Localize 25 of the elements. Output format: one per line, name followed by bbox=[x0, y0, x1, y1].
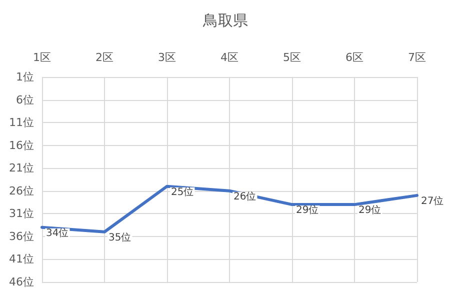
y-tick-label: 41位 bbox=[9, 252, 34, 266]
x-tick-label: 6区 bbox=[346, 51, 364, 64]
x-tick-label: 7区 bbox=[408, 51, 426, 64]
y-tick-label: 46位 bbox=[9, 276, 34, 288]
y-tick-label: 26位 bbox=[9, 184, 34, 198]
x-tick-label: 3区 bbox=[158, 51, 176, 64]
data-label: 29位 bbox=[296, 204, 319, 216]
x-tick-label: 4区 bbox=[220, 51, 238, 64]
x-tick-label: 5区 bbox=[283, 51, 301, 64]
y-tick-label: 11位 bbox=[9, 116, 34, 130]
data-label: 34位 bbox=[46, 226, 69, 239]
x-tick-label: 2区 bbox=[96, 51, 114, 64]
y-tick-label: 1位 bbox=[16, 70, 34, 84]
data-label: 27位 bbox=[421, 194, 444, 207]
y-tick-label: 36位 bbox=[9, 230, 34, 243]
data-label: 26位 bbox=[234, 190, 256, 202]
y-tick-label: 21位 bbox=[9, 162, 34, 175]
y-tick-label: 6位 bbox=[16, 93, 34, 106]
data-label: 35位 bbox=[108, 231, 132, 244]
x-tick-label: 1区 bbox=[33, 51, 51, 64]
y-tick-label: 31位 bbox=[9, 207, 34, 220]
data-label: 29位 bbox=[358, 204, 382, 216]
chart-title: 鳥取県 bbox=[202, 12, 248, 30]
data-label: 25位 bbox=[171, 186, 194, 198]
y-tick-label: 16位 bbox=[9, 138, 34, 152]
